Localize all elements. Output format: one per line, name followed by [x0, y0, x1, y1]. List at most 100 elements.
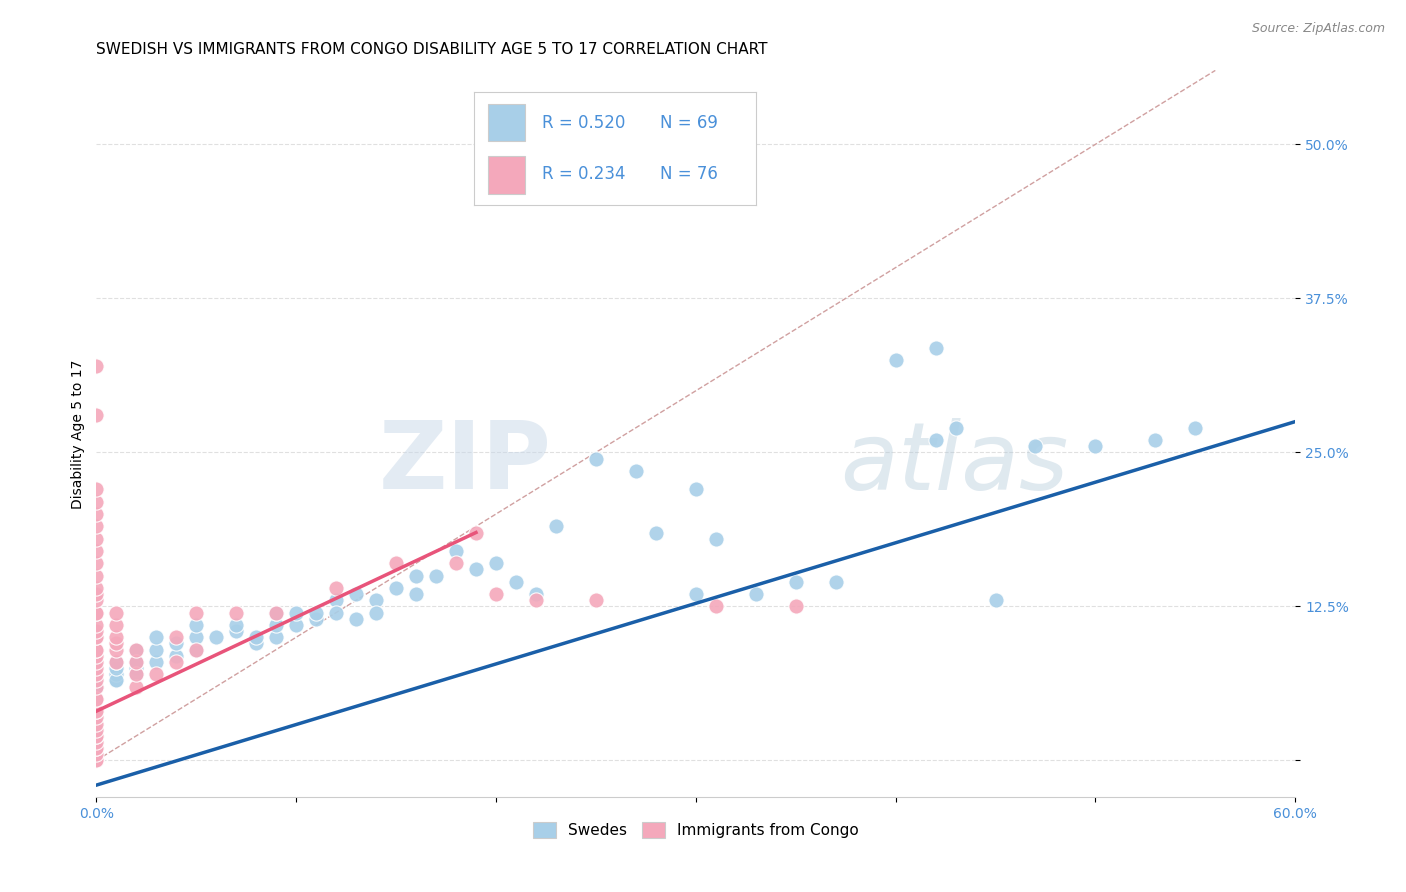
Point: [524, 593, 547, 607]
Point: [165, 630, 187, 644]
Point: [924, 433, 946, 447]
Point: [644, 525, 666, 540]
Point: [1144, 433, 1167, 447]
Point: [444, 544, 467, 558]
Point: [145, 630, 167, 644]
Point: [105, 630, 128, 644]
Point: [86, 532, 108, 546]
Point: [86, 557, 108, 571]
Point: [105, 661, 128, 675]
Point: [86, 741, 108, 756]
Point: [86, 618, 108, 632]
Point: [585, 451, 607, 466]
Point: [245, 630, 267, 644]
Point: [86, 754, 108, 768]
Point: [86, 483, 108, 497]
Point: [704, 599, 727, 614]
Point: [385, 581, 408, 595]
Point: [785, 574, 807, 589]
Point: [165, 636, 187, 650]
Point: [305, 612, 328, 626]
Point: [125, 680, 148, 694]
Point: [86, 691, 108, 706]
Point: [344, 612, 367, 626]
Point: [186, 618, 208, 632]
Point: [1024, 439, 1046, 453]
Point: [785, 599, 807, 614]
Y-axis label: Disability Age 5 to 17: Disability Age 5 to 17: [72, 359, 86, 508]
Point: [86, 729, 108, 743]
Point: [86, 754, 108, 768]
Point: [86, 661, 108, 675]
Point: [225, 624, 247, 639]
Point: [186, 606, 208, 620]
Point: [444, 557, 467, 571]
Point: [485, 587, 508, 601]
Point: [86, 624, 108, 639]
Point: [86, 507, 108, 521]
Text: atlas: atlas: [839, 417, 1069, 508]
Point: [105, 655, 128, 669]
Point: [105, 642, 128, 657]
Point: [405, 587, 427, 601]
Point: [105, 655, 128, 669]
Point: [86, 359, 108, 373]
Point: [364, 606, 387, 620]
Point: [264, 618, 287, 632]
Point: [624, 464, 647, 478]
Point: [86, 754, 108, 768]
Point: [425, 568, 447, 582]
Point: [86, 655, 108, 669]
Point: [86, 747, 108, 762]
Point: [264, 606, 287, 620]
Point: [505, 574, 527, 589]
Point: [86, 735, 108, 749]
Point: [264, 630, 287, 644]
Point: [225, 618, 247, 632]
Point: [105, 618, 128, 632]
Point: [125, 661, 148, 675]
Point: [205, 630, 228, 644]
Point: [86, 710, 108, 724]
Text: SWEDISH VS IMMIGRANTS FROM CONGO DISABILITY AGE 5 TO 17 CORRELATION CHART: SWEDISH VS IMMIGRANTS FROM CONGO DISABIL…: [97, 42, 768, 57]
Point: [86, 642, 108, 657]
Point: [125, 667, 148, 681]
Point: [86, 754, 108, 768]
Point: [86, 704, 108, 718]
Point: [824, 574, 846, 589]
Point: [86, 673, 108, 688]
Point: [86, 648, 108, 663]
Point: [285, 618, 308, 632]
Point: [86, 642, 108, 657]
Point: [685, 587, 707, 601]
Point: [145, 655, 167, 669]
Point: [125, 655, 148, 669]
Point: [264, 606, 287, 620]
Point: [125, 655, 148, 669]
Point: [325, 593, 347, 607]
Legend: Swedes, Immigrants from Congo: Swedes, Immigrants from Congo: [526, 816, 865, 845]
Point: [225, 606, 247, 620]
Point: [105, 673, 128, 688]
Point: [165, 648, 187, 663]
Point: [86, 494, 108, 508]
Point: [86, 667, 108, 681]
Point: [465, 562, 488, 576]
Point: [105, 606, 128, 620]
Point: [86, 680, 108, 694]
Point: [125, 655, 148, 669]
Point: [86, 587, 108, 601]
Point: [884, 353, 907, 368]
Point: [125, 667, 148, 681]
Point: [945, 421, 967, 435]
Point: [145, 642, 167, 657]
Point: [1184, 421, 1206, 435]
Point: [86, 630, 108, 644]
Point: [165, 655, 187, 669]
Point: [105, 636, 128, 650]
Point: [145, 667, 167, 681]
Point: [245, 636, 267, 650]
Point: [305, 606, 328, 620]
Point: [86, 409, 108, 423]
Point: [105, 655, 128, 669]
